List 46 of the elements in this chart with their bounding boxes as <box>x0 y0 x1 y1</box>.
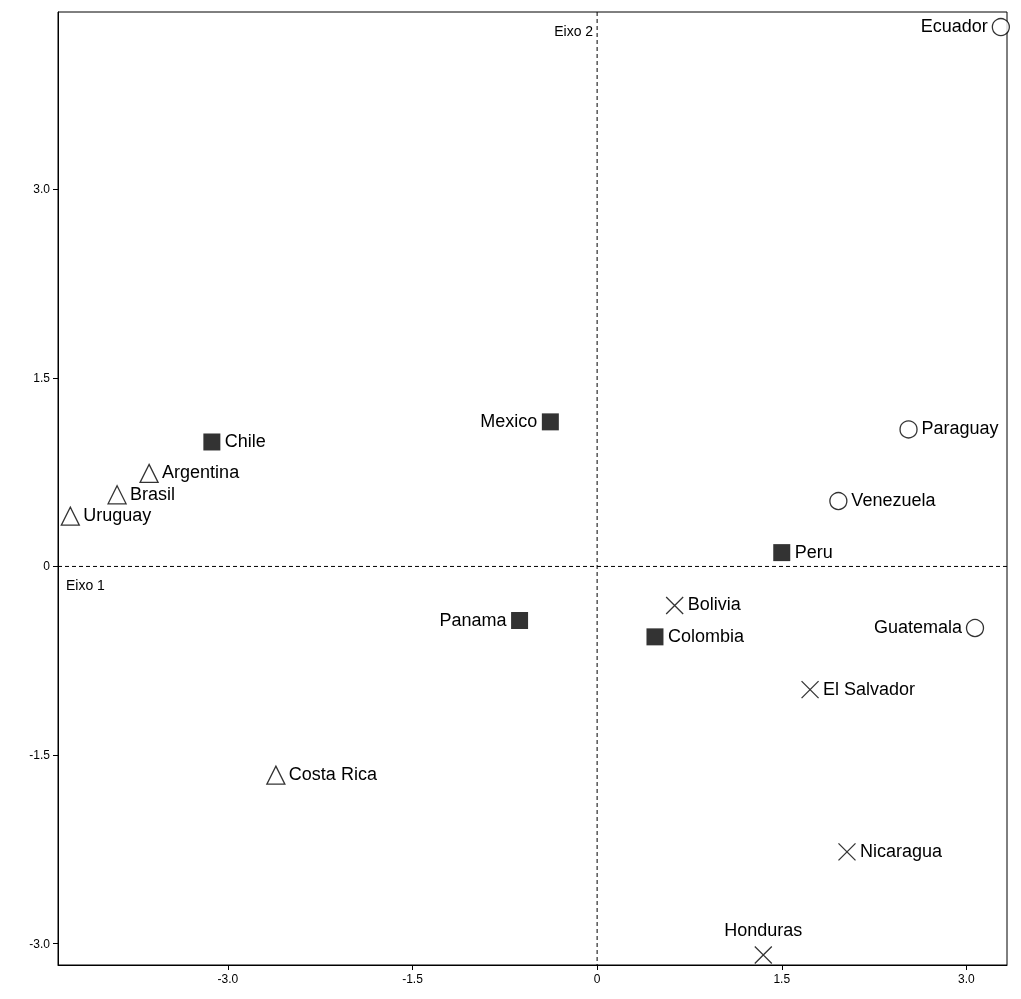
annotation: Brasil <box>130 483 176 504</box>
point <box>541 413 559 431</box>
annotation: Ecuador <box>920 16 988 37</box>
x-tick-label: -1.5 <box>402 972 424 986</box>
annotation: Nicaragua <box>859 840 944 861</box>
annotation: Argentina <box>162 462 241 483</box>
annotation: Uruguay <box>83 505 152 526</box>
point <box>965 618 985 638</box>
point <box>139 463 159 484</box>
point <box>754 945 773 965</box>
x-tick-label: 0 <box>593 972 601 986</box>
y-tick-label: 1.5 <box>33 370 51 385</box>
y-tick-label: -3.0 <box>29 936 51 951</box>
point <box>60 506 80 526</box>
annotation: Venezuela <box>851 490 937 511</box>
x-tick-label: 3.0 <box>958 972 976 986</box>
point <box>646 628 664 646</box>
point <box>800 680 820 699</box>
point <box>773 544 791 562</box>
annotation: Mexico <box>480 410 538 431</box>
annotation: Costa Rica <box>288 764 378 785</box>
annotation: Colombia <box>667 625 745 646</box>
y-tick-label: -1.5 <box>29 748 51 763</box>
annotation: Paraguay <box>921 418 999 439</box>
annotation: Guatemala <box>873 617 963 638</box>
ref-line-label: Eixo 1 <box>66 577 106 594</box>
annotation: Panama <box>439 609 508 630</box>
annotation: Honduras <box>724 919 803 940</box>
annotation: El Salvador <box>823 678 916 699</box>
y-tick-label: 3.0 <box>33 182 51 197</box>
point <box>829 491 848 511</box>
y-tick-label: 0 <box>43 559 51 574</box>
point <box>899 420 918 439</box>
point <box>203 433 221 451</box>
x-tick-label: 1.5 <box>773 972 791 986</box>
point <box>837 842 857 861</box>
annotation: Peru <box>794 541 833 562</box>
point <box>665 596 684 615</box>
point <box>991 17 1010 37</box>
point <box>511 612 529 630</box>
point <box>266 765 286 785</box>
annotation: Bolivia <box>687 594 742 615</box>
annotation: Chile <box>224 430 266 451</box>
x-tick-label: -3.0 <box>217 972 239 986</box>
point <box>107 485 127 505</box>
ref-line-label: Eixo 2 <box>554 23 594 39</box>
